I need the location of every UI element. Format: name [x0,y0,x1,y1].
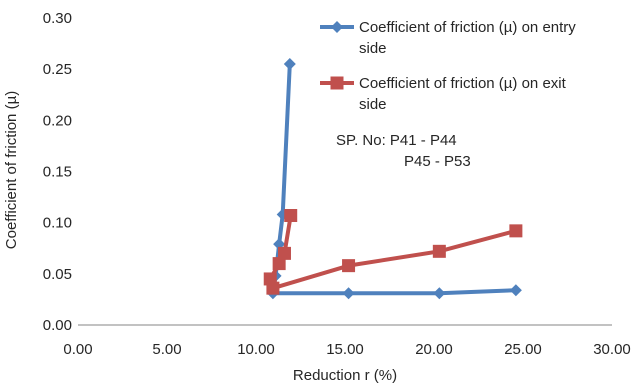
series-line [268,215,517,291]
series-exit [263,209,523,295]
data-point [342,259,356,273]
y-tick-label: 0.00 [43,317,72,334]
legend: Coefficient of friction (µ) on entry side… [320,19,576,113]
series-entry [266,58,522,300]
y-tick-label: 0.30 [43,10,72,27]
x-tick-label: 30.00 [593,341,631,358]
series-layer [263,58,523,300]
annotation-sp-no: SP. No: P41 - P44 [336,132,457,149]
y-tick-label: 0.10 [43,215,72,232]
legend-label: side [359,96,387,113]
x-tick-label: 10.00 [237,341,275,358]
data-point [277,246,291,260]
legend-label: Coefficient of friction (µ) on exit [359,75,567,92]
data-point [263,272,277,286]
data-point [433,287,446,300]
y-tick-label: 0.15 [43,164,72,181]
legend-item: Coefficient of friction (µ) on entry side [320,19,576,57]
legend-label: side [359,40,387,57]
data-point [509,284,522,297]
annotation-sp-range: P45 - P53 [404,153,471,170]
legend-swatch-marker [330,76,344,90]
data-point [272,257,286,271]
y-tick-label: 0.25 [43,61,72,78]
data-point [342,287,355,300]
data-point [509,224,523,238]
legend-label: Coefficient of friction (µ) on entry [359,19,576,36]
x-tick-label: 5.00 [152,341,181,358]
data-point [284,209,298,223]
y-tick-label: 0.20 [43,112,72,129]
y-tick-labels: 0.00 0.05 0.10 0.15 0.20 0.25 0.30 [43,10,72,334]
x-tick-label: 20.00 [415,341,453,358]
legend-item: Coefficient of friction (µ) on exit side [320,75,567,113]
x-axis-title: Reduction r (%) [293,367,397,384]
legend-swatch-marker [331,21,343,33]
x-tick-label: 15.00 [326,341,364,358]
x-tick-label: 25.00 [504,341,542,358]
x-tick-label: 0.00 [63,341,92,358]
x-tick-labels: 0.00 5.00 10.00 15.00 20.00 25.00 30.00 [63,341,630,358]
data-point [283,58,296,71]
y-axis-title: Coefficient of friction (µ) [3,91,20,249]
data-point [432,244,446,258]
y-tick-label: 0.05 [43,266,72,283]
